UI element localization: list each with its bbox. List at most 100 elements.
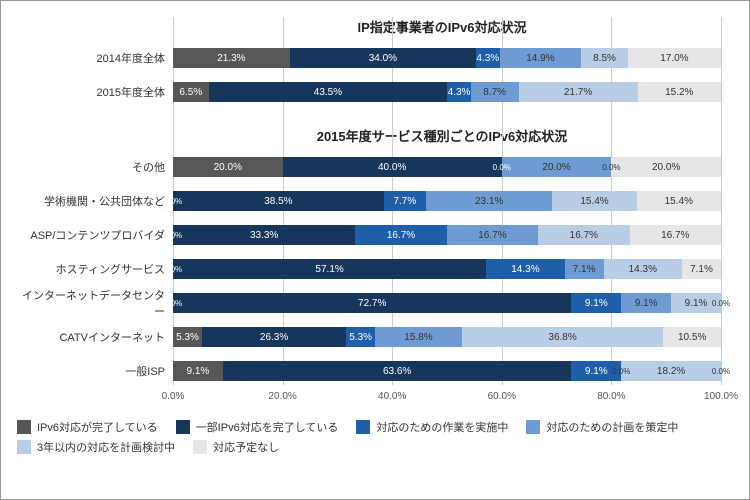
legend-swatch: [17, 440, 31, 454]
segment-value: 7.1%: [573, 264, 596, 275]
grid-line: [721, 17, 722, 385]
section-title: 2015年度サービス種別ごとのIPv6対応状況: [13, 126, 721, 145]
bar-segment: 23.1%: [426, 191, 552, 211]
bar-segment: 14.9%: [500, 48, 582, 68]
segment-value: 0.0%: [164, 265, 182, 274]
segment-value: 43.5%: [314, 87, 342, 98]
section-title: IP指定事業者のIPv6対応状況: [13, 17, 721, 36]
bar-segment: 16.7%: [447, 225, 538, 245]
bar-segment: 15.2%: [638, 82, 721, 102]
chart-sections: IP指定事業者のIPv6対応状況2014年度全体21.3%34.0%4.3%14…: [13, 17, 721, 385]
bar-segment: 17.0%: [628, 48, 721, 68]
bar-row: CATVインターネット5.3%26.3%5.3%15.8%36.8%10.5%: [13, 323, 721, 351]
bar-row: 2014年度全体21.3%34.0%4.3%14.9%8.5%17.0%: [13, 44, 721, 72]
segment-value: 72.7%: [358, 298, 386, 309]
bar-segment: 4.3%: [476, 48, 500, 68]
bar-segment: 20.0%: [611, 157, 721, 177]
segment-value: 0.0%: [493, 163, 511, 172]
bar-segment: 7.1%: [565, 259, 604, 279]
bar-segment: 18.2%: [621, 361, 721, 381]
row-label: 学術機関・公共団体など: [13, 193, 173, 209]
segment-value: 21.7%: [564, 87, 592, 98]
stacked-bar: 0.0%38.5%7.7%23.1%15.4%15.4%: [173, 191, 721, 211]
stacked-bar: 0.0%57.1%14.3%7.1%14.3%7.1%: [173, 259, 721, 279]
legend-swatch: [193, 440, 207, 454]
bar-row: インターネットデータセンター0.0%72.7%9.1%9.1%9.1%0.0%: [13, 289, 721, 317]
segment-value: 33.3%: [250, 230, 278, 241]
bar-segment: 21.3%: [173, 48, 290, 68]
segment-value: 40.0%: [378, 162, 406, 173]
segment-value: 9.1%: [685, 298, 708, 309]
bar-row: その他20.0%40.0%0.0%20.0%0.0%20.0%: [13, 153, 721, 181]
row-label: 2015年度全体: [13, 84, 173, 100]
bar-segment: 5.3%: [346, 327, 375, 347]
segment-value: 38.5%: [264, 196, 292, 207]
bar-row: 2015年度全体 6.5% 43.5% 4.3% 8.7% 21.7% 15.2%: [13, 78, 721, 106]
stacked-bar: 5.3%26.3%5.3%15.8%36.8%10.5%: [173, 327, 721, 347]
legend-item: 対応予定なし: [193, 439, 279, 455]
bar-segment: 6.5%: [173, 82, 209, 102]
row-label: ホスティングサービス: [13, 261, 173, 277]
axis-tick: 40.0%: [378, 391, 406, 402]
segment-value: 15.4%: [665, 196, 693, 207]
segment-value: 20.0%: [542, 162, 570, 173]
bar-segment: 8.5%: [581, 48, 628, 68]
bar-row: ホスティングサービス0.0%57.1%14.3%7.1%14.3%7.1%: [13, 255, 721, 283]
bar-segment: 36.8%: [462, 327, 664, 347]
segment-value: 21.3%: [217, 53, 245, 64]
segment-value: 0.0%: [164, 231, 182, 240]
bar-segment: 57.1%: [173, 259, 486, 279]
legend-label: 対応のための作業を実施中: [376, 419, 508, 435]
legend-swatch: [356, 420, 370, 434]
segment-value: 20.0%: [214, 162, 242, 173]
segment-value: 8.5%: [593, 53, 616, 64]
segment-value: 17.0%: [660, 53, 688, 64]
segment-value: 8.7%: [483, 87, 506, 98]
segment-value: 15.8%: [404, 332, 432, 343]
legend-swatch: [526, 420, 540, 434]
segment-value: 9.1%: [585, 366, 608, 377]
chart-plot-area: IP指定事業者のIPv6対応状況2014年度全体21.3%34.0%4.3%14…: [13, 17, 721, 385]
bar-row: ASP/コンテンツプロバイダ0.0%33.3%16.7%16.7%16.7%16…: [13, 221, 721, 249]
axis-tick: 60.0%: [488, 391, 516, 402]
bar-segment: 14.3%: [604, 259, 682, 279]
segment-value: 14.3%: [511, 264, 539, 275]
segment-value: 14.9%: [526, 53, 554, 64]
segment-value: 23.1%: [475, 196, 503, 207]
bar-segment: 40.0%: [283, 157, 502, 177]
bar-segment: 16.7%: [630, 225, 721, 245]
stacked-bar: 0.0%72.7%9.1%9.1%9.1%0.0%: [173, 293, 721, 313]
row-label: その他: [13, 159, 173, 175]
row-label: インターネットデータセンター: [13, 287, 173, 319]
segment-value: 16.7%: [661, 230, 689, 241]
segment-value: 4.3%: [448, 87, 471, 98]
row-label: CATVインターネット: [13, 329, 173, 345]
legend-item: IPv6対応が完了している: [17, 419, 158, 435]
bar-segment: 33.3%: [173, 225, 355, 245]
legend: IPv6対応が完了している 一部IPv6対応を完了している 対応のための作業を実施中…: [13, 419, 721, 455]
segment-value: 9.1%: [635, 298, 658, 309]
stacked-bar: 20.0%40.0%0.0%20.0%0.0%20.0%: [173, 157, 721, 177]
segment-value: 0.0%: [712, 367, 730, 376]
x-axis: 0.0%20.0%40.0%60.0%80.0%100.0%: [173, 391, 721, 411]
bar-segment: 43.5%: [209, 82, 448, 102]
bar-segment: 72.7%: [173, 293, 571, 313]
row-label: 一般ISP: [13, 363, 173, 379]
segment-value: 34.0%: [369, 53, 397, 64]
axis-tick: 80.0%: [597, 391, 625, 402]
segment-value: 0.0%: [612, 367, 630, 376]
legend-label: IPv6対応が完了している: [37, 419, 158, 435]
bar-segment: 7.1%: [682, 259, 721, 279]
segment-value: 6.5%: [179, 87, 202, 98]
segment-value: 20.0%: [652, 162, 680, 173]
axis-tick: 0.0%: [162, 391, 185, 402]
bar-segment: 26.3%: [202, 327, 346, 347]
segment-value: 9.1%: [585, 298, 608, 309]
legend-label: 一部IPv6対応を完了している: [196, 419, 339, 435]
bar-segment: 21.7%: [519, 82, 638, 102]
bar-segment: 16.7%: [538, 225, 629, 245]
segment-value: 26.3%: [260, 332, 288, 343]
segment-value: 36.8%: [548, 332, 576, 343]
bar-segment: 4.3%: [447, 82, 471, 102]
bar-segment: 15.8%: [375, 327, 462, 347]
